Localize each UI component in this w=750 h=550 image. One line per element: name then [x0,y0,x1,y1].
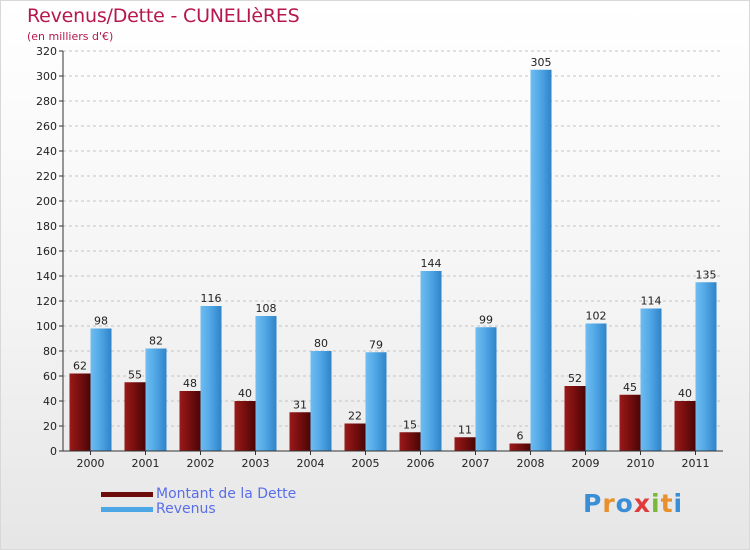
bar-dette-2008 [509,443,531,451]
y-tick-label: 120 [36,295,57,308]
bar-dette-2010 [619,394,641,451]
y-tick-label: 180 [36,220,57,233]
proxiti-logo: Proxiti [583,489,683,518]
y-tick-label: 300 [36,70,57,83]
bar-revenus-2008 [530,69,552,451]
y-tick-label: 0 [50,445,57,458]
bar-revenus-2005 [365,352,387,451]
data-label-revenus-2004: 80 [314,337,328,350]
x-tick-label-2007: 2007 [462,457,490,470]
bar-dette-2004 [289,412,311,451]
y-tick-label: 200 [36,195,57,208]
bar-revenus-2006 [420,271,442,451]
x-tick-label-2006: 2006 [407,457,435,470]
data-label-dette-2006: 15 [403,418,417,431]
data-label-revenus-2001: 82 [149,335,163,348]
data-label-dette-2009: 52 [568,372,582,385]
x-tick-label-2003: 2003 [242,457,270,470]
data-label-dette-2004: 31 [293,398,307,411]
x-tick-label-2002: 2002 [187,457,215,470]
x-tick-label-2011: 2011 [682,457,710,470]
bar-revenus-2001 [145,348,167,451]
bar-revenus-2002 [200,306,222,451]
logo-letter: t [660,489,674,518]
y-tick-label: 40 [43,395,57,408]
bar-dette-2002 [179,391,201,451]
bar-revenus-2003 [255,316,277,451]
logo-letter: r [602,489,616,518]
x-tick-label-2005: 2005 [352,457,380,470]
chart-title: Revenus/Dette - CUNELIèRES [27,5,300,27]
bar-dette-2006 [399,432,421,451]
y-tick-label: 140 [36,270,57,283]
data-label-dette-2005: 22 [348,410,362,423]
data-label-revenus-2006: 144 [421,257,442,270]
bar-dette-2001 [124,382,146,451]
legend-swatch-dette [101,492,153,497]
data-label-dette-2011: 40 [678,387,692,400]
data-label-dette-2008: 6 [517,430,524,443]
bar-dette-2009 [564,386,586,451]
bar-dette-2003 [234,401,256,451]
y-tick-label: 100 [36,320,57,333]
bar-revenus-2010 [640,308,662,451]
logo-letter: x [633,489,651,518]
y-tick-label: 280 [36,95,57,108]
data-label-dette-2000: 62 [73,360,87,373]
legend-swatch-revenus [101,507,153,512]
data-label-revenus-2005: 79 [369,338,383,351]
logo-letter: i [673,489,684,518]
data-label-revenus-2010: 114 [641,295,662,308]
data-label-dette-2002: 48 [183,377,197,390]
chart-subtitle: (en milliers d'€) [27,30,114,43]
y-tick-label: 260 [36,120,57,133]
bar-revenus-2007 [475,327,497,451]
bar-dette-2005 [344,423,366,451]
bar-dette-2011 [674,401,696,451]
legend-label-dette: Montant de la Dette [156,486,297,502]
data-label-revenus-2011: 135 [696,268,717,281]
bar-revenus-2011 [695,282,717,451]
data-label-revenus-2003: 108 [256,302,277,315]
y-tick-label: 320 [36,45,57,58]
data-label-revenus-2009: 102 [586,310,607,323]
bar-layer [69,69,717,451]
data-label-revenus-2007: 99 [479,313,493,326]
legend-label-revenus: Revenus [156,501,216,517]
data-label-dette-2007: 11 [458,423,472,436]
x-tick-label-2008: 2008 [517,457,545,470]
y-tick-label: 240 [36,145,57,158]
logo-letter: i [651,489,661,518]
label-layer: 62 98 55 82 48 116 40 108 31 80 22 79 15 144 11 99 6 305 5… [73,56,717,443]
bar-revenus-2004 [310,351,332,451]
data-label-revenus-2002: 116 [201,292,222,305]
data-label-dette-2003: 40 [238,387,252,400]
x-tick-label-2004: 2004 [297,457,325,470]
data-label-dette-2010: 45 [623,381,637,394]
y-tick-label: 60 [43,370,57,383]
y-tick-label: 80 [43,345,57,358]
x-tick-label-2001: 2001 [132,457,160,470]
bar-revenus-2000 [90,328,112,451]
axis-layer: 0 20 40 60 80 100 120 140 160 180 200 220 240 260 280 3… [36,45,723,470]
data-label-dette-2001: 55 [128,368,142,381]
bar-revenus-2009 [585,323,607,451]
grid-layer [63,50,723,427]
data-label-revenus-2008: 305 [531,56,552,69]
data-label-revenus-2000: 98 [94,315,108,328]
bar-dette-2000 [69,373,91,451]
x-tick-label-2000: 2000 [77,457,105,470]
y-tick-label: 20 [43,420,57,433]
y-tick-label: 160 [36,245,57,258]
x-tick-label-2009: 2009 [572,457,600,470]
bar-dette-2007 [454,437,476,451]
x-tick-label-2010: 2010 [627,457,655,470]
logo-letter: P [583,489,603,518]
y-tick-label: 220 [36,170,57,183]
logo-letter: o [615,489,634,518]
